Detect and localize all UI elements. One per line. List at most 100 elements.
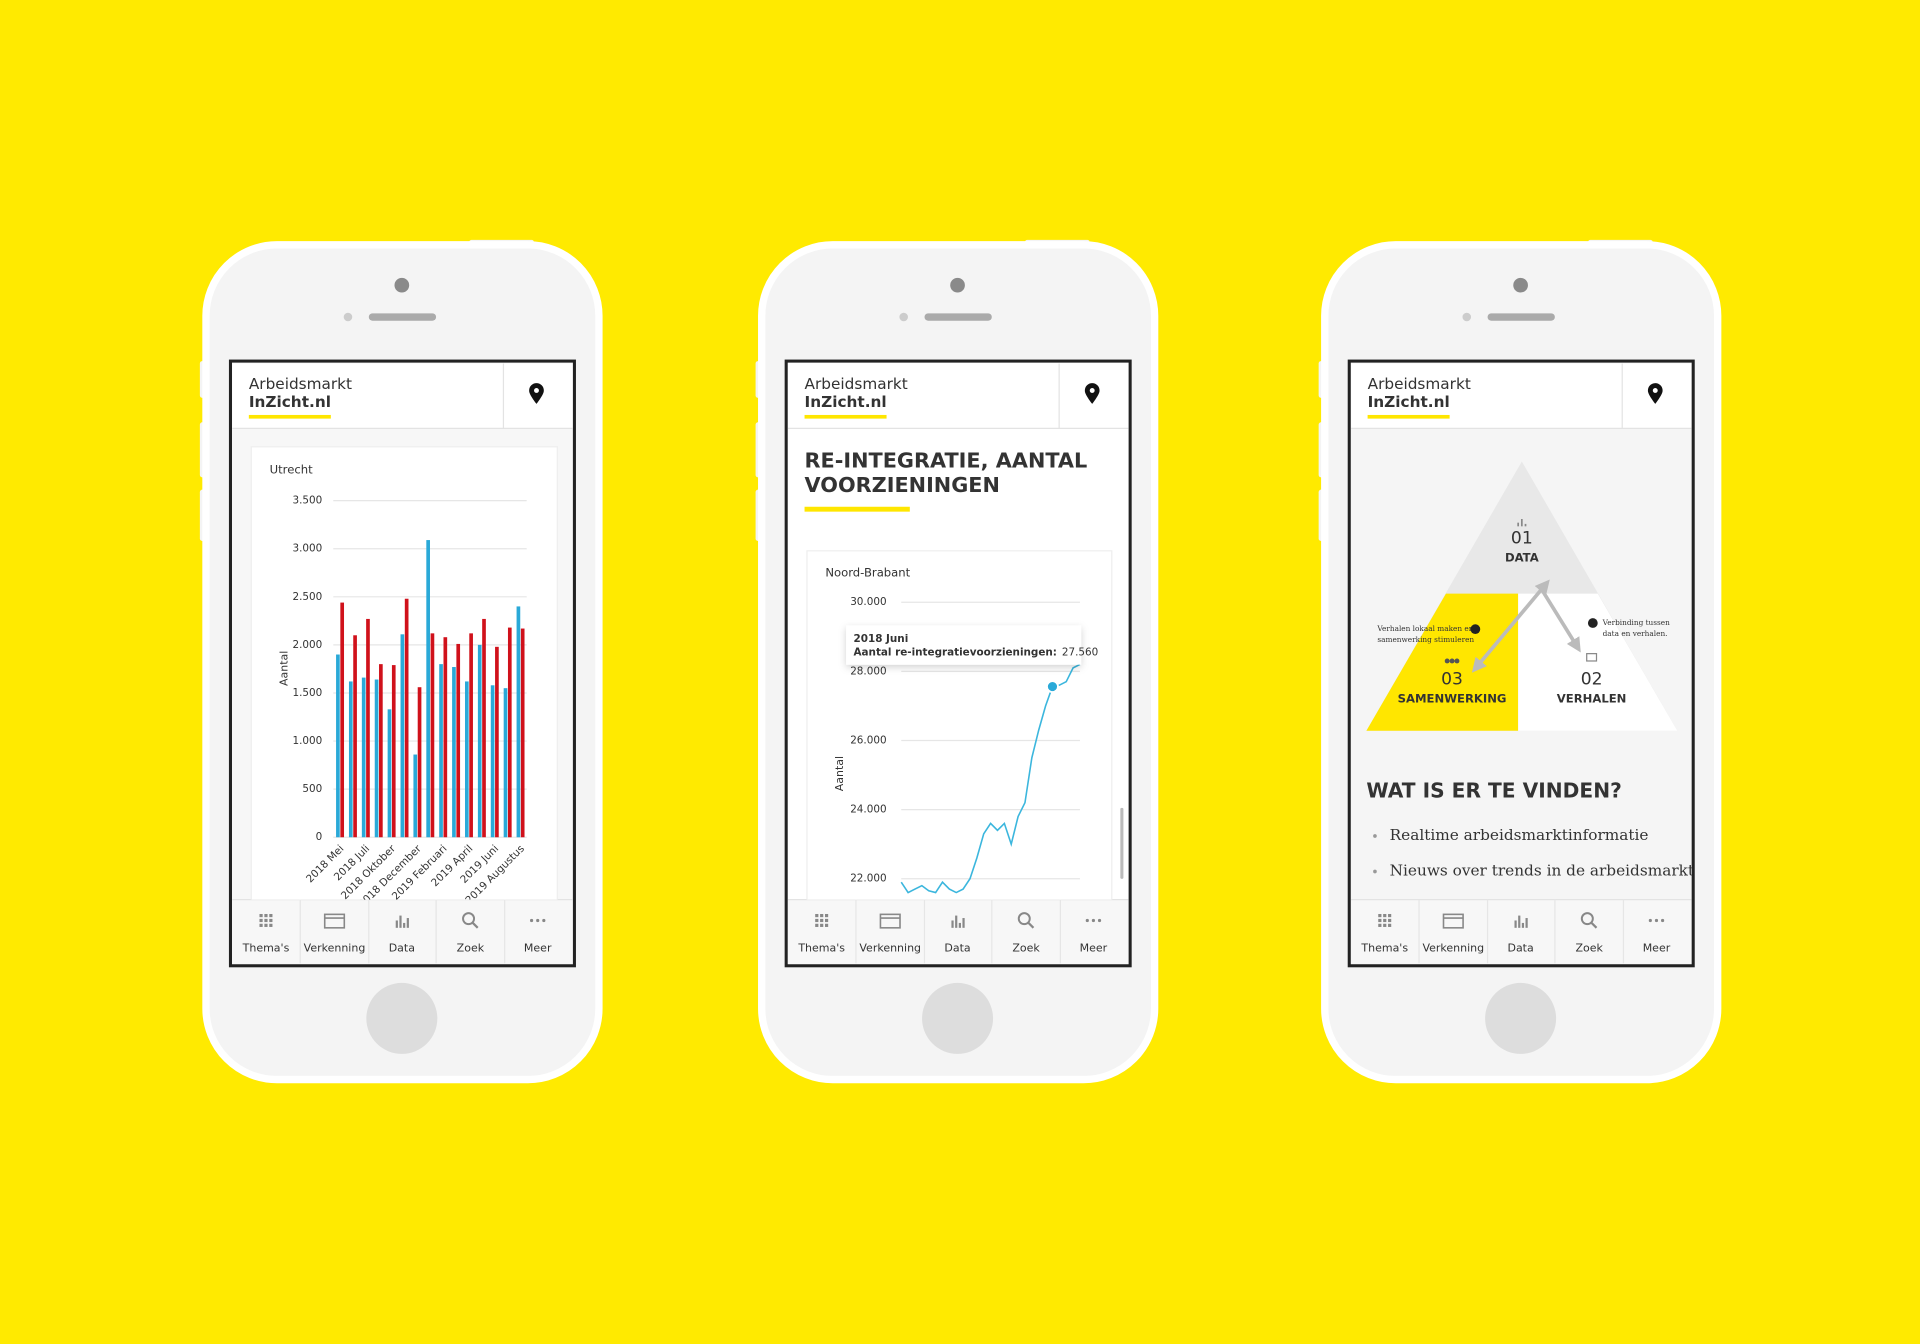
screen-content: Utrecht Aantal 0 500 1.000 1.500 2.000 2.500 3.0… bbox=[250, 446, 558, 900]
icon-card bbox=[1442, 913, 1464, 929]
icon-dot bbox=[1383, 913, 1387, 918]
nav-icon[interactable] bbox=[259, 913, 273, 927]
y-tick-label: 26.000 bbox=[850, 734, 886, 746]
nav-label[interactable]: Verkenning bbox=[859, 942, 921, 955]
icon-dot bbox=[264, 918, 268, 923]
y-axis-label: Aantal bbox=[277, 651, 290, 686]
nav-label[interactable]: Verkenning bbox=[304, 942, 366, 955]
bar bbox=[464, 681, 469, 838]
icon-dot bbox=[269, 923, 273, 927]
page-title: RE-INTEGRATIE, AANTAL bbox=[805, 448, 1088, 472]
nav-icon[interactable] bbox=[1514, 915, 1528, 928]
tooltip-date: 2018 Juni bbox=[854, 633, 909, 645]
nav-label[interactable]: Data bbox=[389, 942, 415, 955]
nav-label[interactable]: Thema's bbox=[242, 942, 290, 955]
icon-dot bbox=[259, 923, 263, 927]
bar bbox=[426, 540, 430, 838]
nav-bar bbox=[788, 899, 1129, 964]
nav-label[interactable]: Meer bbox=[1080, 942, 1108, 955]
icon-bar bbox=[406, 918, 409, 928]
nav-icon[interactable] bbox=[815, 913, 829, 927]
icon-bar bbox=[1521, 922, 1525, 928]
nav-icon[interactable] bbox=[951, 915, 965, 928]
icon-lens bbox=[1017, 912, 1031, 926]
bar bbox=[516, 606, 521, 838]
icon-bar bbox=[1525, 918, 1528, 928]
nav-label[interactable]: Verkenning bbox=[1422, 942, 1484, 955]
nav-label[interactable]: Zoek bbox=[1012, 942, 1040, 955]
location-pin[interactable] bbox=[529, 383, 544, 404]
icon-dot bbox=[269, 918, 273, 923]
bar bbox=[503, 688, 508, 838]
nav-label[interactable]: Data bbox=[1507, 942, 1533, 955]
icon-dot bbox=[1654, 918, 1659, 923]
location-pin[interactable] bbox=[1084, 383, 1100, 404]
nav-icon[interactable] bbox=[529, 918, 546, 923]
nav-icon[interactable] bbox=[1378, 913, 1392, 927]
icon-dot bbox=[1383, 918, 1387, 923]
location-pin[interactable] bbox=[1647, 383, 1663, 404]
note: samenwerking stimuleren bbox=[1377, 635, 1474, 644]
icon-card bbox=[879, 913, 901, 929]
y-tick-label: 3.500 bbox=[293, 495, 323, 507]
nav-icon[interactable] bbox=[879, 913, 901, 929]
icon-dot bbox=[824, 913, 829, 918]
nav-icon[interactable] bbox=[1017, 912, 1035, 929]
nav-icon[interactable] bbox=[1085, 918, 1102, 923]
icon-bar bbox=[958, 922, 961, 928]
icon-bar bbox=[1514, 920, 1517, 928]
bar bbox=[439, 664, 443, 838]
y-tick-label: 3.000 bbox=[293, 543, 323, 555]
nav-label[interactable]: Thema's bbox=[797, 942, 845, 955]
nav-label[interactable]: Thema's bbox=[1360, 942, 1408, 955]
nav-icon[interactable] bbox=[1648, 918, 1665, 923]
nav-label[interactable]: Zoek bbox=[457, 942, 485, 955]
home-button[interactable] bbox=[366, 982, 438, 1054]
chart-title: Utrecht bbox=[270, 463, 313, 477]
home-button[interactable] bbox=[1485, 982, 1557, 1054]
nav-icon[interactable] bbox=[323, 913, 346, 929]
icon-dot bbox=[1378, 918, 1382, 923]
bar bbox=[340, 602, 345, 838]
bullet-text: Realtime arbeidsmarktinformatie bbox=[1390, 826, 1649, 844]
icon-lens bbox=[462, 912, 476, 926]
nav-icon[interactable] bbox=[462, 912, 479, 929]
node-label: VERHALEN bbox=[1557, 691, 1627, 705]
segment-verhalen bbox=[1518, 593, 1678, 731]
nav-label[interactable]: Data bbox=[944, 942, 970, 955]
bar bbox=[387, 709, 392, 838]
bullet-text: Nieuws over trends in de arbeidsmarkt bbox=[1390, 862, 1695, 880]
note: Verbinding tussen bbox=[1602, 618, 1671, 627]
brand-bottom[interactable]: InZicht.nl bbox=[1368, 393, 1450, 411]
y-tick-label: 30.000 bbox=[850, 596, 886, 608]
nav-label[interactable]: Zoek bbox=[1575, 942, 1603, 955]
icon-verhalen bbox=[1586, 653, 1598, 662]
icon-bar bbox=[395, 920, 398, 928]
bar bbox=[507, 627, 512, 838]
icon-dot bbox=[1661, 918, 1665, 923]
nav-label[interactable]: Meer bbox=[524, 942, 552, 955]
line bbox=[900, 663, 1081, 894]
home-button[interactable] bbox=[922, 982, 994, 1054]
icon-dot bbox=[529, 918, 534, 923]
nav-icon[interactable] bbox=[1580, 912, 1598, 929]
bar bbox=[353, 635, 357, 838]
bar bbox=[477, 644, 482, 838]
icon-people bbox=[1449, 658, 1455, 664]
nav-icon[interactable] bbox=[1442, 913, 1464, 929]
nav-icon[interactable] bbox=[395, 915, 409, 928]
icon-dot bbox=[269, 913, 273, 918]
brand-bottom[interactable]: InZicht.nl bbox=[805, 393, 887, 411]
icon-bar bbox=[951, 920, 954, 928]
bar bbox=[469, 633, 473, 838]
icon-dot bbox=[1091, 918, 1096, 923]
brand-bottom[interactable]: InZicht.nl bbox=[249, 393, 331, 411]
bar bbox=[452, 667, 456, 838]
icon-people bbox=[1454, 658, 1460, 664]
tooltip-box bbox=[846, 625, 1082, 665]
nav-label[interactable]: Meer bbox=[1643, 942, 1671, 955]
bar bbox=[413, 754, 418, 838]
sensor bbox=[1462, 312, 1472, 322]
highlight-point[interactable] bbox=[1046, 680, 1059, 693]
